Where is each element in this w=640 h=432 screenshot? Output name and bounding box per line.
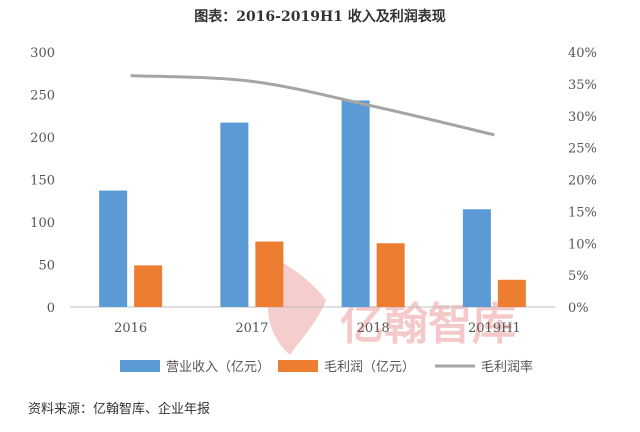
bar-gross-profit (376, 243, 405, 307)
bar-revenue (99, 190, 128, 307)
left-axis-tick-label: 250 (30, 89, 55, 104)
left-axis-tick-label: 100 (30, 216, 55, 231)
bar-gross-profit (255, 241, 284, 307)
right-axis-tick-label: 15% (568, 205, 597, 220)
right-axis-tick-label: 30% (568, 110, 597, 125)
bar-revenue (220, 122, 249, 307)
left-axis-tick-label: 200 (30, 131, 55, 146)
x-axis-tick-label: 2018 (357, 321, 390, 336)
left-axis-tick-label: 150 (30, 174, 55, 189)
left-axis-tick-label: 0 (47, 301, 55, 316)
legend-label: 毛利润（亿元） (324, 360, 415, 375)
legend-swatch (278, 360, 318, 372)
bar-series (99, 100, 526, 307)
right-axis-tick-label: 40% (568, 46, 597, 61)
right-axis-tick-label: 10% (568, 237, 597, 252)
x-axis-tick-label: 2019H1 (468, 321, 521, 336)
chart-title: 图表：2016-2019H1 收入及利润表现 (194, 9, 446, 25)
bar-revenue (462, 209, 491, 307)
legend-swatch (120, 360, 160, 372)
left-axis-tick-label: 300 (30, 46, 55, 61)
gross-margin-line (130, 74, 495, 137)
bar-revenue (341, 100, 370, 307)
bar-gross-profit (134, 265, 163, 307)
right-axis-tick-label: 35% (568, 78, 597, 93)
bar-gross-profit (497, 279, 526, 307)
x-axis-tick-label: 2017 (235, 321, 268, 336)
legend-label: 营业收入（亿元） (166, 360, 270, 375)
source-note: 资料来源：亿翰智库、企业年报 (28, 402, 211, 417)
right-axis-tick-label: 5% (568, 269, 589, 284)
x-axis-tick-label: 2016 (114, 321, 147, 336)
left-axis-ticks: 0 50 100 150 200 250 300 (30, 46, 55, 316)
right-axis-tick-label: 20% (568, 174, 597, 189)
right-axis-ticks: 0% 5% 10% 15% 20% 25% 30% 35% 40% (568, 46, 597, 316)
legend-label: 毛利润率 (481, 359, 533, 375)
legend: 营业收入（亿元） 毛利润（亿元） 毛利润率 (120, 359, 533, 375)
right-axis-tick-label: 0% (568, 301, 589, 316)
margin-line-series (130, 74, 495, 137)
right-axis-tick-label: 25% (568, 142, 597, 157)
left-axis-tick-label: 50 (38, 259, 55, 274)
